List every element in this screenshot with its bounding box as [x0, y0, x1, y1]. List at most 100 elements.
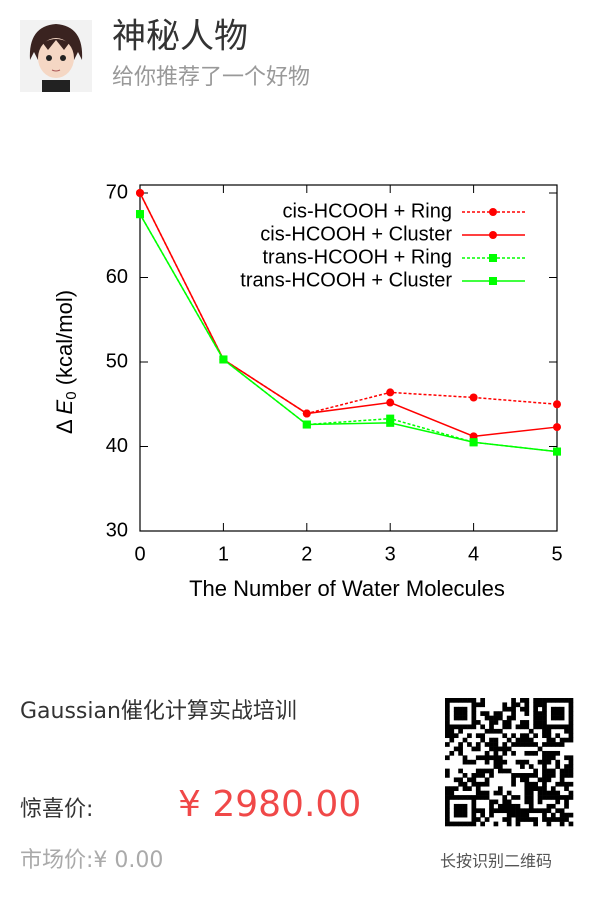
qr-module [515, 808, 521, 814]
qr-module [497, 803, 503, 809]
legend-label: cis-HCOOH + Cluster [260, 223, 452, 245]
qr-module [528, 799, 534, 805]
qr-module [524, 795, 530, 800]
qr-module [555, 733, 561, 739]
qr-module [462, 715, 468, 721]
qr-module [511, 773, 516, 778]
qr-module [559, 742, 565, 747]
qr-module [546, 698, 552, 703]
qr-module [493, 728, 499, 734]
qr-module [480, 781, 486, 787]
qr-module [555, 781, 561, 787]
qr-module [471, 795, 477, 800]
qr-module [524, 812, 530, 818]
qr-module [533, 706, 538, 712]
point [136, 189, 144, 197]
qr-module [480, 711, 486, 716]
x-tick-label: 5 [551, 543, 562, 565]
qr-module [550, 711, 556, 716]
qr-module [568, 715, 574, 721]
qr-module [524, 777, 530, 783]
qr-module [546, 737, 552, 743]
qr-module [520, 759, 525, 765]
qr-module [546, 777, 552, 783]
point [553, 400, 561, 409]
qr-module [537, 799, 543, 805]
qr-module [493, 737, 499, 743]
market-price: 市场价:¥ 0.00 [20, 848, 163, 873]
qr-module [480, 737, 486, 743]
qr-module [515, 773, 521, 778]
qr-module [537, 711, 543, 716]
qr-module [453, 795, 459, 800]
qr-module [559, 808, 565, 814]
qr-module [489, 812, 494, 818]
qr-module [502, 742, 508, 747]
qr-module [458, 803, 463, 809]
qr-code [445, 698, 574, 827]
qr-module [550, 768, 556, 774]
qr-module [520, 812, 525, 818]
qr-module [445, 790, 450, 796]
qr-module [462, 698, 468, 703]
qr-module [559, 777, 565, 783]
qr-module [475, 746, 481, 752]
qr-module [559, 795, 565, 800]
qr-module [537, 795, 543, 800]
qr-module [449, 728, 455, 734]
qr-module [524, 698, 530, 703]
qr-module [528, 750, 534, 756]
qr-module [453, 803, 459, 809]
x-axis-label: The Number of Water Molecules [189, 576, 505, 601]
qr-module [542, 808, 547, 814]
qr-module [524, 808, 530, 814]
qr-module [480, 698, 486, 703]
qr-module [537, 777, 543, 783]
qr-module [524, 733, 530, 739]
qr-module [475, 781, 481, 787]
price-label: 惊喜价: [20, 797, 93, 822]
qr-module [475, 755, 481, 761]
qr-module [458, 711, 463, 716]
qr-module [542, 742, 547, 747]
qr-module [502, 808, 508, 814]
qr-module [497, 715, 503, 721]
qr-module [564, 786, 569, 791]
qr-module [511, 795, 516, 800]
qr-module [542, 773, 547, 778]
qr-module [559, 698, 565, 703]
qr-module [484, 795, 490, 800]
qr-module [559, 737, 565, 743]
qr-module [462, 786, 468, 791]
qr-module [506, 715, 512, 721]
qr-module [453, 733, 459, 739]
qr-module [445, 773, 450, 778]
qr-module [471, 698, 477, 703]
qr-module [546, 742, 552, 747]
qr-module [467, 724, 472, 730]
qr-module [524, 702, 530, 708]
qr-module [484, 790, 490, 796]
qr-module [546, 755, 552, 761]
qr-module [555, 724, 561, 730]
point [386, 414, 395, 423]
qr-module [511, 702, 516, 708]
qr-module [497, 790, 503, 796]
qr-module [542, 817, 547, 822]
qr-module [564, 768, 569, 774]
qr-module [555, 808, 561, 814]
qr-module [449, 795, 455, 800]
qr-module [484, 711, 490, 716]
qr-module [502, 817, 508, 822]
qr-module [458, 808, 463, 814]
qr-module [564, 803, 569, 809]
qr-module [506, 706, 512, 712]
qr-module [564, 812, 569, 818]
qr-module [489, 737, 494, 743]
qr-module [484, 759, 490, 765]
qr-module [524, 711, 530, 716]
qr-module [475, 808, 481, 814]
qr-module [568, 790, 574, 796]
y-tick-label: 30 [106, 519, 128, 541]
qr-module [462, 812, 468, 818]
